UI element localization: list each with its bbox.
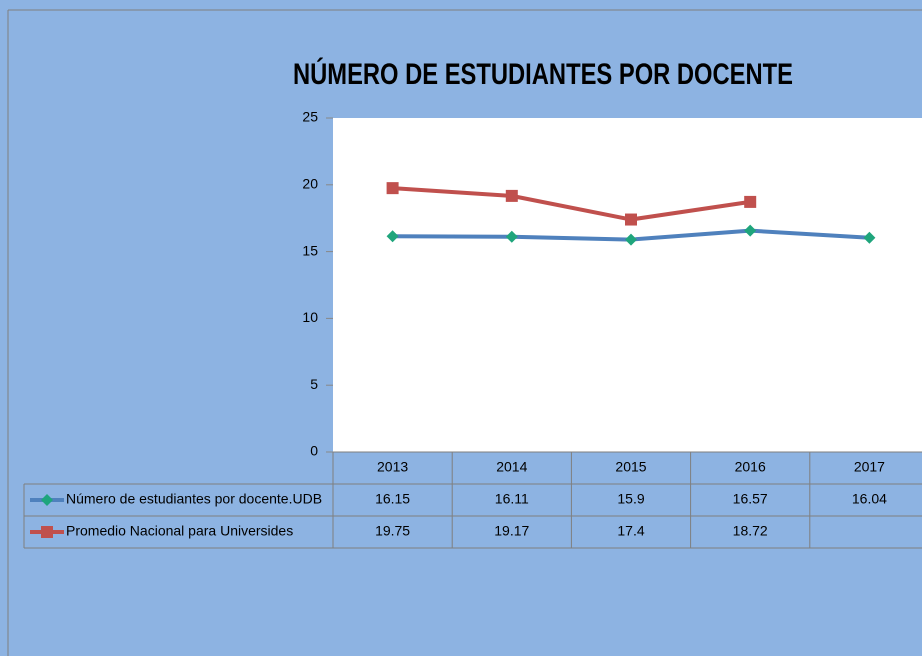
table-value: 16.15 xyxy=(375,491,410,507)
x-tick-label: 2014 xyxy=(496,459,527,475)
point xyxy=(744,195,757,208)
point xyxy=(625,233,637,246)
table-value: 16.57 xyxy=(733,491,768,507)
y-tick-label: 15 xyxy=(302,242,318,258)
series-line xyxy=(392,186,751,222)
y-tick-label: 20 xyxy=(302,176,318,192)
y-tick-label: 5 xyxy=(310,376,318,392)
table-value: 19.75 xyxy=(375,523,410,539)
x-tick-label: 2016 xyxy=(735,459,766,475)
table-value: 16.04 xyxy=(852,491,887,507)
y-tick-label: 0 xyxy=(310,443,318,459)
legend-marker xyxy=(41,494,53,506)
table-value: 19.17 xyxy=(494,523,529,539)
table-value: 15.9 xyxy=(617,491,644,507)
legend-label: Número de estudiantes por docente.UDB xyxy=(66,491,322,507)
legend-label: Promedio Nacional para Universides xyxy=(66,523,293,539)
point xyxy=(386,230,399,243)
point xyxy=(505,230,518,243)
point xyxy=(863,231,876,244)
point xyxy=(625,213,637,226)
point xyxy=(505,189,518,202)
chart-title: NÚMERO DE ESTUDIANTES POR DOCENTE xyxy=(293,57,793,91)
x-tick-label: 2013 xyxy=(377,459,408,475)
legend-marker xyxy=(41,526,53,538)
x-tick-label: 2015 xyxy=(615,459,646,475)
point xyxy=(386,182,399,195)
y-tick-label: 25 xyxy=(302,109,318,125)
point xyxy=(744,224,757,237)
table-value: 17.4 xyxy=(617,523,644,539)
y-tick-label: 10 xyxy=(302,309,318,325)
plot-area xyxy=(333,118,922,452)
table-value: 18.72 xyxy=(733,523,768,539)
x-tick-label: 2017 xyxy=(854,459,885,475)
table-value: 16.11 xyxy=(495,491,529,507)
